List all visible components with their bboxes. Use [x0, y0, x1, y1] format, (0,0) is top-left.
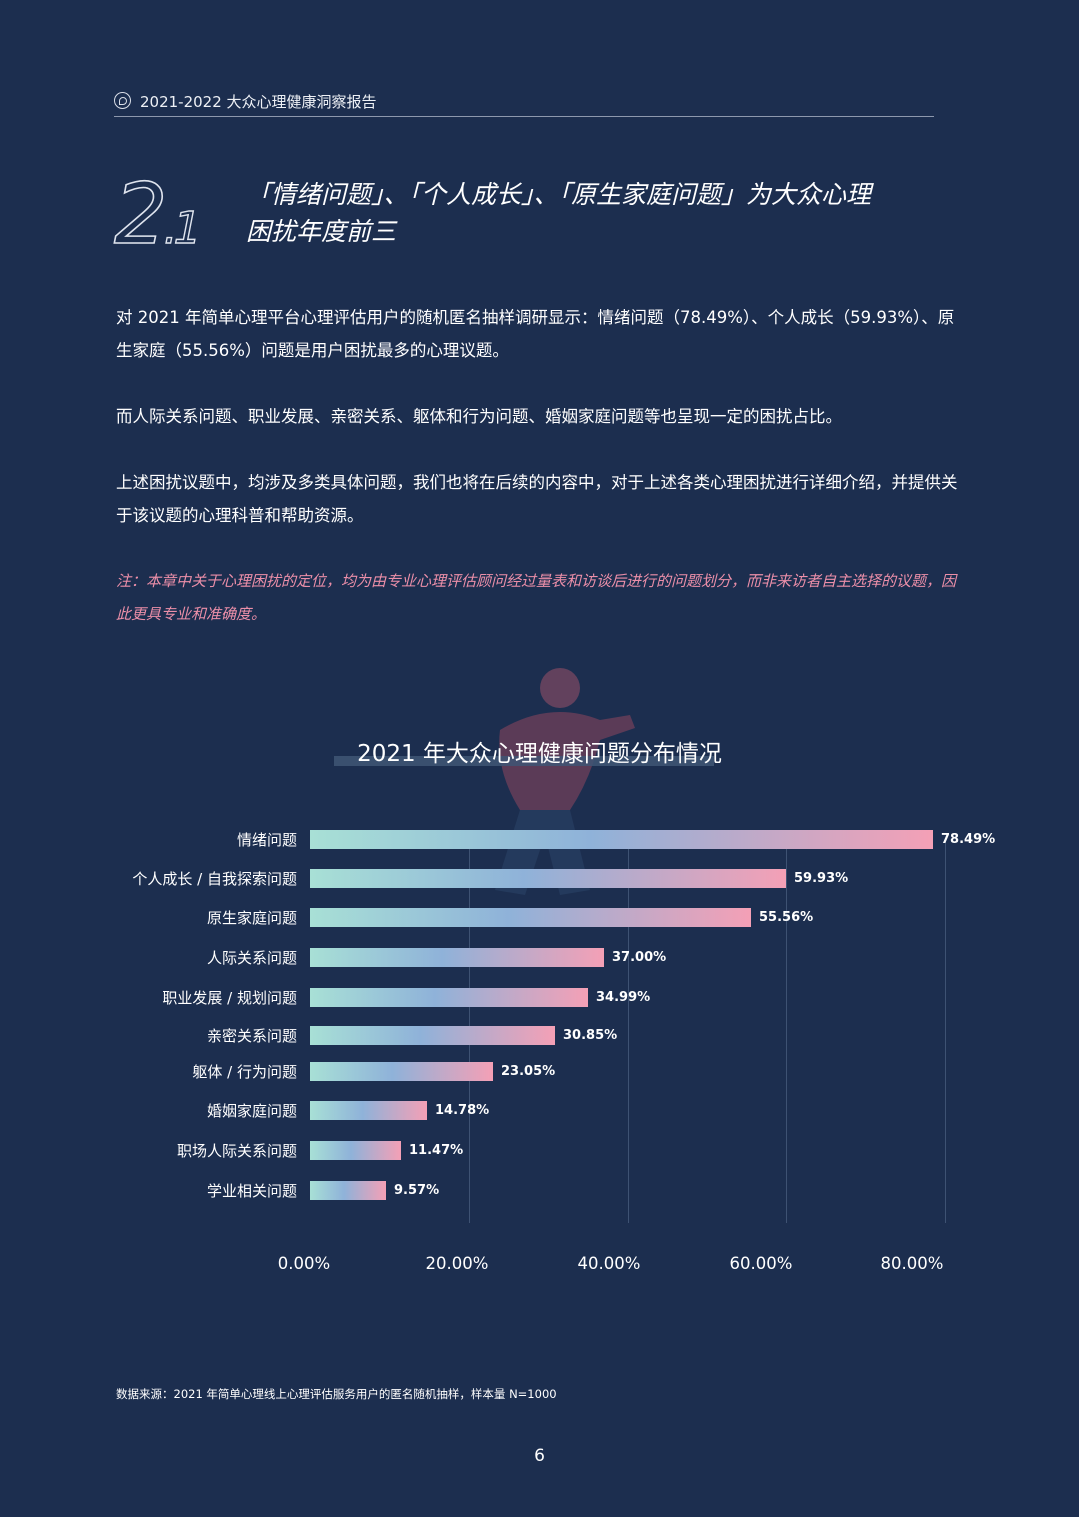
bar: [310, 1062, 493, 1081]
value-label: 34.99%: [596, 990, 651, 1005]
gridline: [786, 838, 787, 1223]
bar: [310, 1181, 386, 1200]
category-label-text: 职场人际关系问题: [176, 1142, 297, 1160]
section-title-line1: 「情绪问题」、「个人成长」、「原生家庭问题」为大众心理: [246, 180, 872, 209]
value-label: 37.00%: [612, 950, 667, 965]
x-tick-label: 0.00%: [277, 1254, 331, 1273]
bar: [310, 1141, 401, 1160]
brand-logo-icon: [114, 92, 131, 109]
value-label: 78.49%: [941, 832, 996, 847]
category-label-text: 情绪问题: [236, 831, 297, 849]
gridline: [628, 838, 629, 1223]
report-title: 2021-2022 大众心理健康洞察报告: [140, 93, 377, 111]
category-label: 个人成长 / 自我探索问题: [0, 869, 297, 889]
value-label: 23.05%: [501, 1064, 556, 1079]
category-label: 亲密关系问题: [0, 1026, 297, 1046]
category-label-text: 个人成长 / 自我探索问题: [132, 870, 297, 888]
category-label-text: 躯体 / 行为问题: [192, 1063, 297, 1081]
data-source: 数据来源：2021 年简单心理线上心理评估服务用户的匿名随机抽样，样本量 N=1…: [116, 1387, 557, 1401]
value-label: 9.57%: [394, 1183, 440, 1198]
value-label: 59.93%: [794, 871, 849, 886]
category-label: 原生家庭问题: [0, 908, 297, 928]
x-tick-label: 20.00%: [425, 1254, 489, 1273]
section-title-line2: 困扰年度前三: [246, 217, 397, 246]
category-label: 情绪问题: [0, 830, 297, 850]
section-title: 「情绪问题」、「个人成长」、「原生家庭问题」为大众心理 困扰年度前三: [246, 176, 966, 250]
bar: [310, 908, 751, 927]
section-number-main: 2: [113, 165, 168, 263]
category-label: 人际关系问题: [0, 948, 297, 968]
bar: [310, 830, 933, 849]
category-label: 学业相关问题: [0, 1181, 297, 1201]
category-label-text: 原生家庭问题: [206, 909, 297, 927]
category-label-text: 人际关系问题: [206, 949, 297, 967]
bar: [310, 1101, 427, 1120]
page-number: 6: [534, 1446, 545, 1466]
chapter-note: 注：本章中关于心理困扰的定位，均为由专业心理评估顾问经过量表和访谈后进行的问题划…: [116, 572, 957, 623]
category-label: 躯体 / 行为问题: [0, 1062, 297, 1082]
category-label: 职业发展 / 规划问题: [0, 988, 297, 1008]
bar: [310, 869, 786, 888]
value-label: 30.85%: [563, 1028, 618, 1043]
paragraph-1: 对 2021 年简单心理平台心理评估用户的随机匿名抽样调研显示：情绪问题（78.…: [116, 308, 955, 360]
x-tick-label: 60.00%: [729, 1254, 793, 1273]
category-label-text: 亲密关系问题: [206, 1027, 297, 1045]
category-label: 职场人际关系问题: [0, 1141, 297, 1161]
bar: [310, 1026, 555, 1045]
bar: [310, 948, 604, 967]
x-tick-label: 40.00%: [577, 1254, 641, 1273]
paragraph-2: 而人际关系问题、职业发展、亲密关系、躯体和行为问题、婚姻家庭问题等也呈现一定的困…: [116, 407, 842, 426]
category-label-text: 婚姻家庭问题: [206, 1102, 297, 1120]
value-label: 55.56%: [759, 910, 814, 925]
category-label: 婚姻家庭问题: [0, 1101, 297, 1121]
gridline: [945, 838, 946, 1223]
section-number-sub: .1: [163, 202, 202, 254]
bar-chart: 情绪问题 78.49% 个人成长 / 自我探索问题 59.93% 原生家庭问题 55.56…: [0, 820, 1079, 1290]
bar: [310, 988, 588, 1007]
category-label-text: 职业发展 / 规划问题: [162, 989, 297, 1007]
paragraph-3: 上述困扰议题中，均涉及多类具体问题，我们也将在后续的内容中，对于上述各类心理困扰…: [116, 473, 958, 525]
x-tick-label: 80.00%: [880, 1254, 944, 1273]
category-label-text: 学业相关问题: [206, 1182, 297, 1200]
value-label: 11.47%: [409, 1143, 464, 1158]
value-label: 14.78%: [435, 1103, 490, 1118]
section-number: 2.1: [113, 171, 202, 271]
page-header: 2021-2022 大众心理健康洞察报告: [114, 90, 934, 117]
chart-title: 2021 年大众心理健康问题分布情况: [357, 741, 722, 767]
chart-title-underline: [334, 756, 714, 766]
